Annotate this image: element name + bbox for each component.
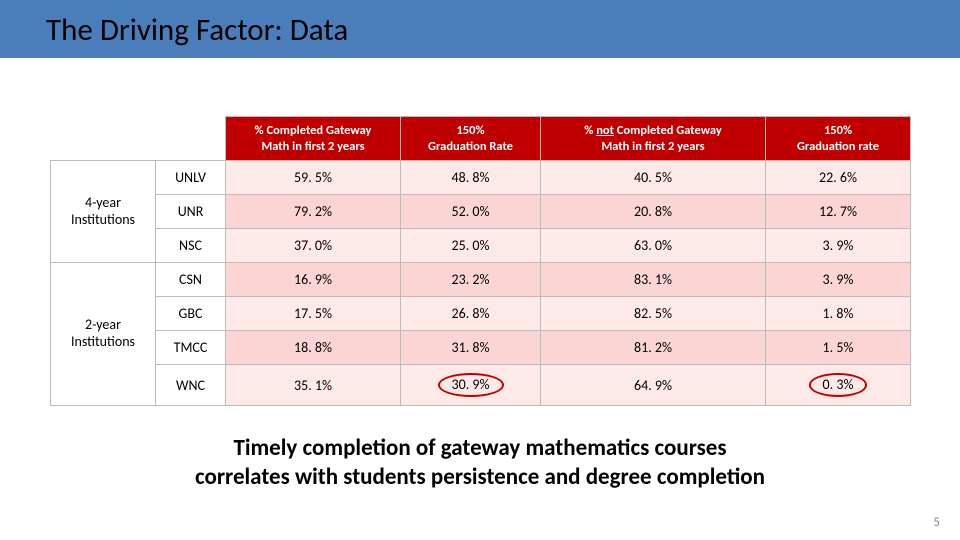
header-blank xyxy=(51,117,226,161)
value-cell: 23. 2% xyxy=(401,263,541,297)
group-label: 4-yearInstitutions xyxy=(51,161,156,263)
value-cell: 79. 2% xyxy=(226,195,401,229)
value-cell: 3. 9% xyxy=(766,263,911,297)
value-cell: 1. 8% xyxy=(766,297,911,331)
col-header-completed: % Completed GatewayMath in first 2 years xyxy=(226,117,401,161)
page-number: 5 xyxy=(933,515,940,530)
col-header-gradrate-1: 150%Graduation Rate xyxy=(401,117,541,161)
table-container: % Completed GatewayMath in first 2 years… xyxy=(0,58,960,406)
value-cell: 59. 5% xyxy=(226,161,401,195)
value-cell: 63. 0% xyxy=(541,229,766,263)
institution-cell: TMCC xyxy=(156,331,226,365)
value-cell: 52. 0% xyxy=(401,195,541,229)
group-label: 2-yearInstitutions xyxy=(51,263,156,406)
highlight-circle: 0. 3% xyxy=(809,373,868,397)
institution-cell: NSC xyxy=(156,229,226,263)
value-cell: 20. 8% xyxy=(541,195,766,229)
value-cell: 82. 5% xyxy=(541,297,766,331)
title-bar: The Driving Factor: Data xyxy=(0,0,960,58)
value-cell: 64. 9% xyxy=(541,365,766,406)
value-cell: 0. 3% xyxy=(766,365,911,406)
col-header-gradrate-2: 150%Graduation rate xyxy=(766,117,911,161)
value-cell: 26. 8% xyxy=(401,297,541,331)
value-cell: 3. 9% xyxy=(766,229,911,263)
value-cell: 1. 5% xyxy=(766,331,911,365)
value-cell: 22. 6% xyxy=(766,161,911,195)
value-cell: 30. 9% xyxy=(401,365,541,406)
institution-cell: WNC xyxy=(156,365,226,406)
highlight-circle: 30. 9% xyxy=(438,373,504,397)
value-cell: 83. 1% xyxy=(541,263,766,297)
value-cell: 37. 0% xyxy=(226,229,401,263)
caption: Timely completion of gateway mathematics… xyxy=(0,406,960,492)
value-cell: 35. 1% xyxy=(226,365,401,406)
data-table: % Completed GatewayMath in first 2 years… xyxy=(50,116,911,406)
value-cell: 48. 8% xyxy=(401,161,541,195)
slide-title: The Driving Factor: Data xyxy=(0,9,348,49)
institution-cell: UNR xyxy=(156,195,226,229)
institution-cell: CSN xyxy=(156,263,226,297)
col-header-not-completed: % not Completed GatewayMath in first 2 y… xyxy=(541,117,766,161)
value-cell: 18. 8% xyxy=(226,331,401,365)
value-cell: 31. 8% xyxy=(401,331,541,365)
institution-cell: GBC xyxy=(156,297,226,331)
value-cell: 25. 0% xyxy=(401,229,541,263)
value-cell: 40. 5% xyxy=(541,161,766,195)
value-cell: 17. 5% xyxy=(226,297,401,331)
value-cell: 16. 9% xyxy=(226,263,401,297)
value-cell: 12. 7% xyxy=(766,195,911,229)
institution-cell: UNLV xyxy=(156,161,226,195)
value-cell: 81. 2% xyxy=(541,331,766,365)
